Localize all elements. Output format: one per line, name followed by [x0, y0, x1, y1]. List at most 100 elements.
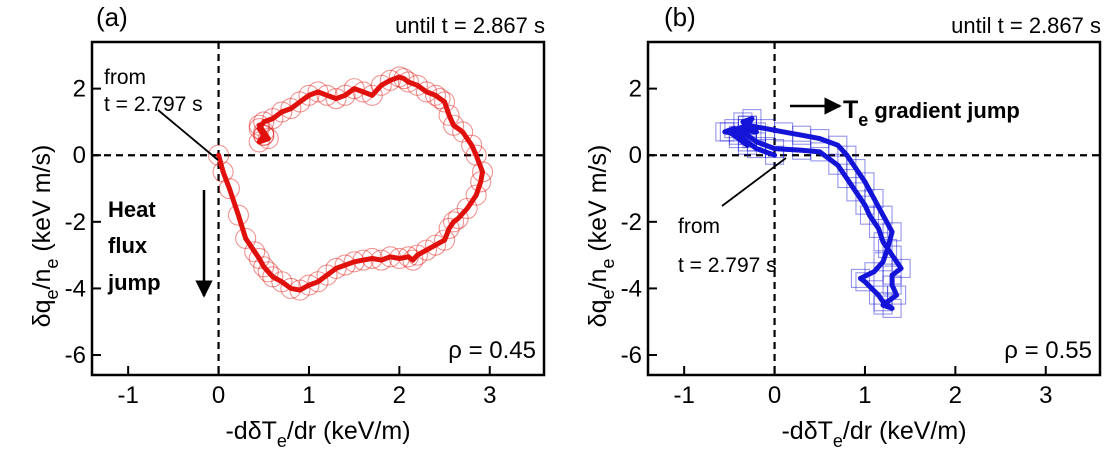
panel-b-plot: -1 0 1 2 3 -6 -4 -2 0 2	[621, 40, 1102, 409]
panel-a-data-marker	[316, 264, 338, 286]
panel-a-jump-line1: Heat	[108, 197, 156, 222]
panel-a-data-marker	[257, 128, 279, 150]
panel-b-data-marker	[855, 272, 875, 292]
panel-a-jump-label: Heat flux jump	[107, 197, 162, 295]
panel-a-data-marker	[465, 144, 487, 166]
panel-a-ylabel-sub1: e	[42, 289, 62, 299]
panel-a-data-marker	[248, 247, 270, 270]
panel-b-data-marker	[828, 155, 848, 175]
panel-a-data-marker	[262, 108, 284, 130]
panel-a-from-line2: t = 2.797 s	[104, 93, 203, 116]
panel-a-plot: -1 0 1 2 3 -6 -4 -2 0 2	[65, 40, 546, 409]
panel-b-from-line2: t = 2.797 s	[678, 254, 777, 277]
panel-b-xtick-label: 2	[949, 382, 962, 409]
panel-a-data-marker	[325, 257, 347, 279]
panel-b-data-marker	[891, 258, 911, 278]
panel-a: (a) until t = 2.867 s -1 0 1 2 3-6-4-202 δqe…	[28, 2, 546, 451]
panel-b-trajectory-line	[722, 116, 904, 311]
panel-a-data-marker	[227, 204, 249, 226]
panel-a-from-label: from t = 2.797 s	[104, 66, 203, 116]
panel-b-data-marker	[828, 135, 848, 155]
panel-b-data-marker	[837, 168, 857, 189]
panel-a-data-marker	[461, 134, 483, 156]
panel-b-data-marker	[873, 295, 893, 315]
panel-a-ytick-label: 2	[73, 76, 86, 103]
panel-b-data-marker	[873, 232, 893, 252]
panel-a-data-marker	[434, 229, 456, 251]
panel-a-x-axis-label: -dδTe/dr (keV/m)	[225, 417, 410, 451]
panel-a-data-marker	[271, 101, 293, 123]
panel-b-from-line1: from	[678, 215, 720, 238]
panel-a-data-marker	[325, 88, 347, 110]
panel-a-xtick-label: 1	[302, 382, 315, 409]
panel-a-xtick-label: 3	[483, 382, 496, 409]
panel-b-ylabel-sub2: e	[598, 259, 618, 269]
panel-a-data-marker	[388, 66, 410, 88]
panel-a-data-marker	[406, 74, 428, 96]
panel-a-data-marker	[271, 271, 293, 293]
panel-a-data-marker	[361, 84, 383, 106]
svg-text:δqe/ne (keV m/s): δqe/ne (keV m/s)	[584, 145, 618, 328]
panel-a-xtick-label: 0	[212, 382, 225, 409]
panel-a-ylabel-main: δq	[28, 299, 56, 327]
panel-a-data-marker	[262, 266, 284, 288]
panel-b-data-marker	[837, 145, 857, 165]
panel-a-time-note: until t = 2.867 s	[395, 13, 545, 38]
panel-a-data-marker	[289, 91, 311, 113]
panel-b-y-axis-label: δqe/ne (keV m/s)	[584, 145, 618, 328]
panel-b-data-marker	[846, 182, 866, 202]
panel-b-data-marker	[846, 158, 866, 179]
panel-a-data-marker	[244, 241, 266, 263]
panel-b-data-marker	[850, 268, 870, 288]
panel-a-y-axis-label: δqe/ne (keV m/s)	[28, 145, 62, 328]
panel-a-xtick-label: -1	[117, 382, 138, 409]
panel-b-ytick-label: 2	[629, 76, 642, 103]
panel-a-jump-line3: jump	[107, 270, 161, 295]
panel-a-data-marker	[298, 84, 320, 106]
panel-b-ylabel-mid: /n	[584, 269, 612, 290]
panel-a-data-marker	[248, 114, 270, 136]
panel-b-data-marker	[868, 285, 889, 305]
panel-a-data-marker	[452, 121, 474, 143]
panel-a-data-marker	[280, 98, 302, 120]
panel-a-ytick-label: -2	[65, 209, 86, 236]
panel-a-data-marker	[343, 78, 365, 100]
panel-b-xtick-label: 0	[768, 382, 781, 409]
panel-a-ytick-label: -4	[65, 275, 86, 302]
panel-b-xtick-label: 1	[858, 382, 871, 409]
panel-b-xtick-label: -1	[673, 382, 694, 409]
panel-a-data-marker	[208, 144, 230, 166]
panel-b-data-marker	[859, 205, 880, 225]
panel-b-data-marker	[855, 172, 875, 192]
panel-a-data-marker	[443, 114, 465, 136]
svg-text:δqe/ne (keV m/s): δqe/ne (keV m/s)	[28, 145, 62, 328]
panel-a-data-marker	[434, 91, 456, 113]
panel-b-frame	[646, 40, 1102, 377]
panel-b-rho-label: ρ = 0.55	[1004, 337, 1092, 364]
panel-a-data-marker	[447, 207, 469, 230]
panel-b-ytick-label: 0	[629, 142, 642, 169]
panel-b: (b) until t = 2.867 s -1 0 1 2 3-6-4-202 δqe…	[584, 2, 1102, 451]
panel-b-data-marker	[887, 285, 907, 305]
panel-a-data-marker	[438, 104, 460, 126]
panel-a-data-marker	[424, 234, 447, 256]
panel-b-ylabel-sub1: e	[598, 289, 618, 299]
panel-a-ytick-label: 0	[73, 142, 86, 169]
panel-a-data-marker	[465, 184, 487, 206]
panel-b-data-marker	[864, 188, 884, 209]
panel-a-data-marker	[456, 197, 478, 220]
panel-b-ytick-label: -2	[621, 209, 642, 236]
panel-a-data-marker	[218, 177, 240, 200]
panel-a-data-marker	[370, 74, 392, 96]
panel-a-rho-label: ρ = 0.45	[448, 337, 536, 364]
panel-a-ytick-label: -6	[65, 342, 86, 369]
panel-a-from-line1: from	[104, 66, 146, 89]
panel-b-time-note: until t = 2.867 s	[951, 13, 1101, 38]
panel-a-ylabel-sub2: e	[42, 259, 62, 269]
panel-b-ylabel-tail: (keV m/s)	[584, 145, 612, 259]
panel-b-data-marker	[873, 205, 893, 225]
panel-a-ylabel-tail: (keV m/s)	[28, 145, 56, 259]
panel-a-trajectory-line	[216, 74, 485, 293]
panel-a-xtick-label: 2	[393, 382, 406, 409]
